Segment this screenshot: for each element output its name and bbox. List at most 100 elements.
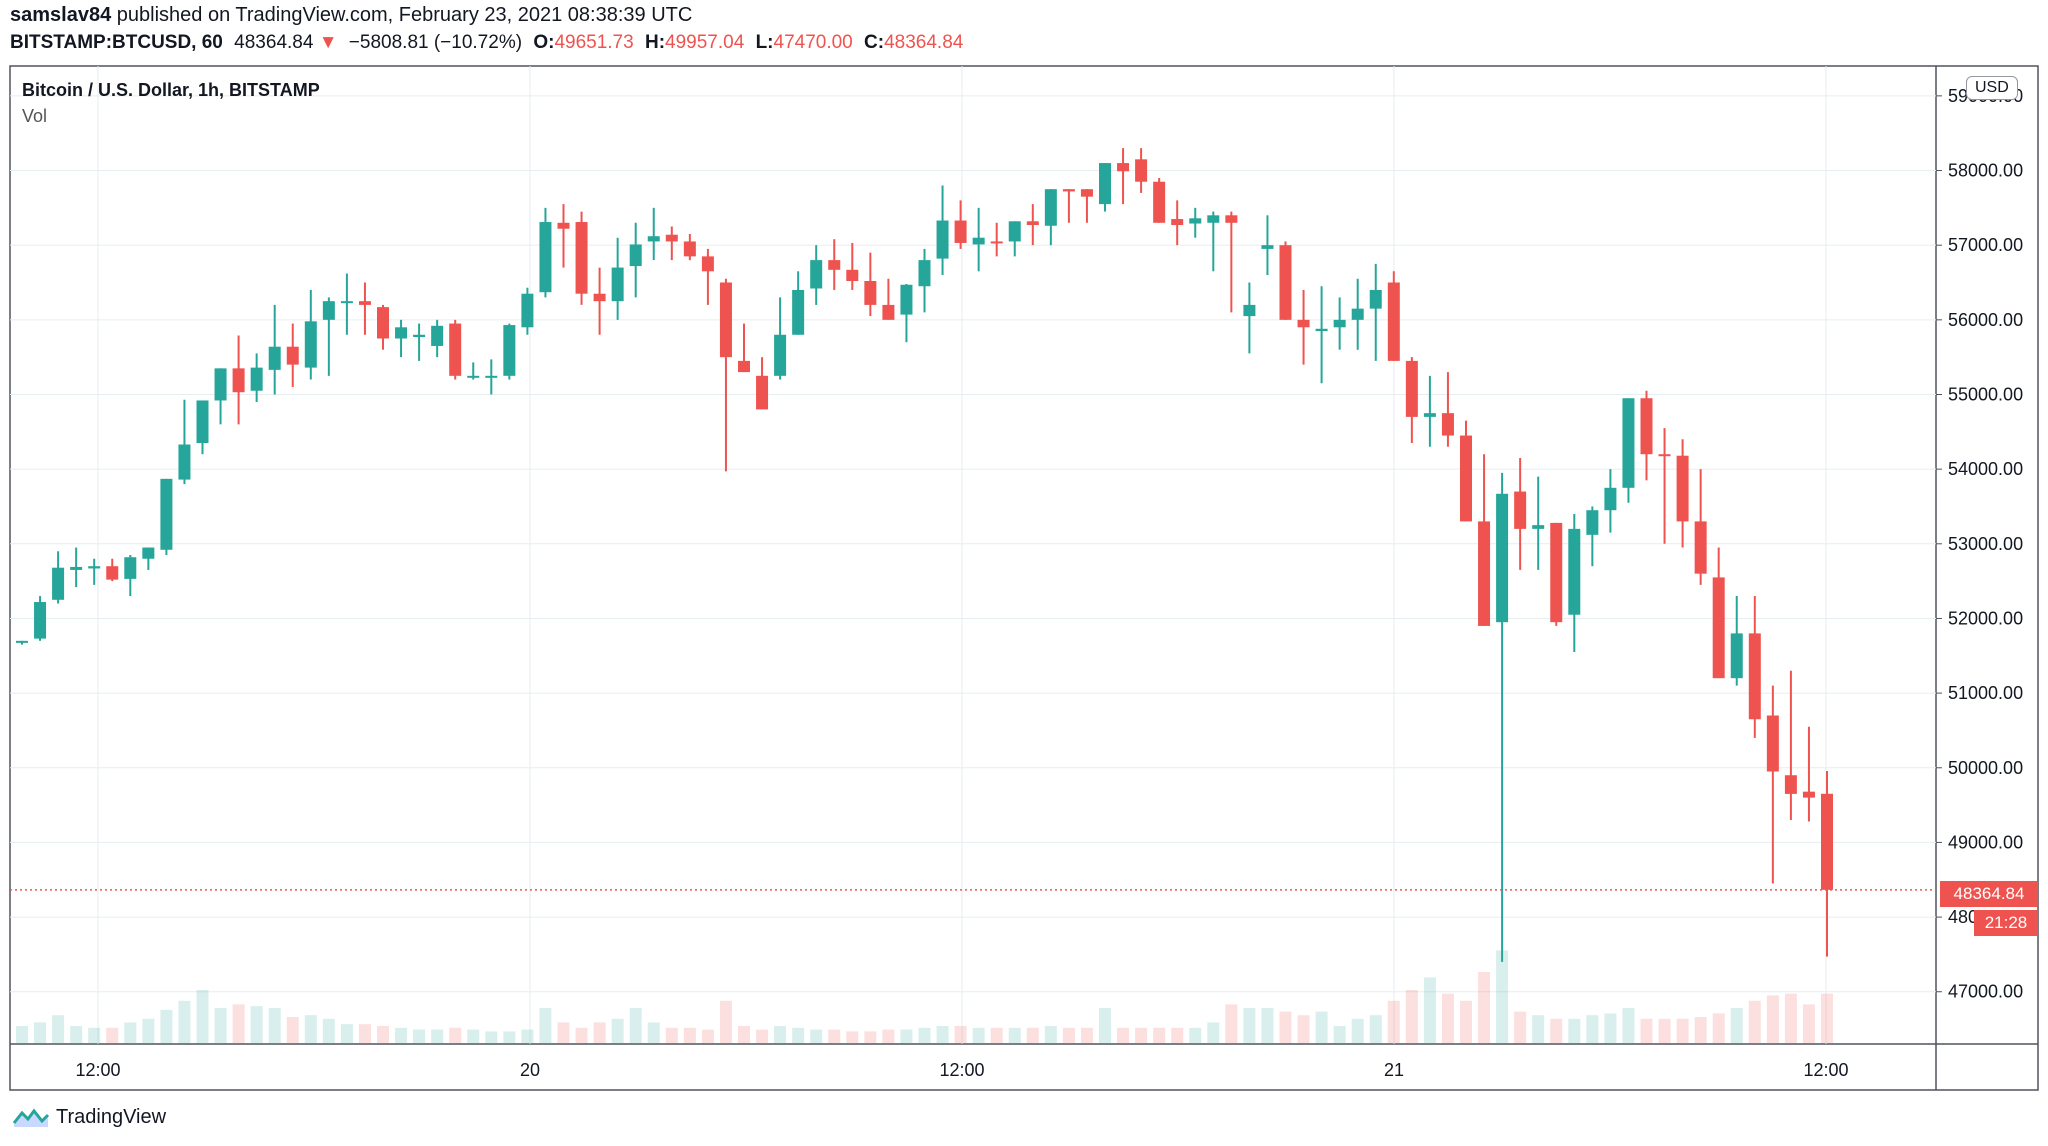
candle-body bbox=[972, 237, 985, 245]
candle-body bbox=[1423, 413, 1436, 417]
candle-body bbox=[557, 222, 570, 229]
volume-bar bbox=[539, 1008, 552, 1044]
candle-body bbox=[1532, 525, 1545, 529]
volume-bar bbox=[395, 1027, 408, 1044]
volume-bar bbox=[250, 1006, 263, 1044]
candle-body bbox=[864, 281, 877, 305]
candle-body bbox=[1568, 528, 1581, 615]
volume-legend: Vol bbox=[22, 106, 48, 126]
x-tick-label: 12:00 bbox=[939, 1060, 984, 1080]
y-tick-label: 50000.00 bbox=[1948, 758, 2023, 778]
candle-body bbox=[611, 267, 624, 302]
volume-bar bbox=[1243, 1008, 1256, 1044]
volume-bar bbox=[449, 1027, 462, 1044]
volume-bar bbox=[1062, 1027, 1075, 1044]
candle-body bbox=[954, 220, 967, 243]
volume-bar bbox=[1369, 1015, 1382, 1044]
volume-bar bbox=[268, 1008, 281, 1044]
volume-bar bbox=[142, 1018, 155, 1044]
candle-body bbox=[792, 289, 805, 335]
candle-body bbox=[1550, 522, 1563, 623]
volume-bar bbox=[16, 1026, 28, 1044]
candle-body bbox=[214, 368, 227, 401]
volume-bar bbox=[322, 1018, 335, 1044]
candle-body bbox=[16, 640, 28, 643]
candle-body bbox=[1784, 775, 1797, 794]
high-value: 49957.04 bbox=[665, 32, 745, 53]
volume-bar bbox=[286, 1017, 299, 1044]
candle-body bbox=[322, 301, 335, 320]
candle-body bbox=[1153, 181, 1166, 223]
candle-body bbox=[358, 301, 371, 305]
volume-bar bbox=[593, 1022, 606, 1044]
candle-body bbox=[286, 346, 299, 365]
author-name[interactable]: samslav84 bbox=[10, 4, 112, 26]
change-arrow-icon: ▼ bbox=[318, 32, 338, 53]
candle-body bbox=[485, 375, 498, 378]
candle-body bbox=[160, 478, 173, 550]
candle-body bbox=[88, 566, 101, 569]
volume-bar bbox=[1730, 1008, 1743, 1044]
candle-body bbox=[575, 222, 588, 294]
candle-body bbox=[250, 367, 263, 391]
volume-bar bbox=[900, 1029, 913, 1044]
volume-bar bbox=[1586, 1015, 1599, 1044]
volume-bar bbox=[1387, 1000, 1400, 1044]
volume-bar bbox=[70, 1026, 83, 1044]
low-label: L: bbox=[755, 32, 774, 53]
volume-bar bbox=[683, 1027, 696, 1044]
volume-bar bbox=[1297, 1015, 1310, 1044]
candle-body bbox=[683, 241, 696, 257]
volume-bar bbox=[719, 1000, 732, 1044]
candle-body bbox=[918, 260, 931, 287]
chart-legend-title: Bitcoin / U.S. Dollar, 1h, BITSTAMP bbox=[22, 80, 320, 100]
candle-body bbox=[1496, 493, 1509, 623]
volume-bar bbox=[954, 1026, 967, 1044]
candle-body bbox=[828, 260, 841, 270]
candle-body bbox=[1315, 328, 1328, 332]
currency-button[interactable]: USD bbox=[1966, 76, 2018, 100]
candle-body bbox=[719, 282, 732, 358]
candle-body bbox=[1080, 189, 1093, 197]
candle-body bbox=[1802, 791, 1815, 798]
candle-body bbox=[1044, 189, 1057, 226]
candle-body bbox=[304, 321, 317, 368]
volume-bar bbox=[467, 1029, 480, 1044]
candle-body bbox=[1297, 319, 1310, 328]
candle-body bbox=[521, 293, 534, 328]
volume-bar bbox=[864, 1031, 877, 1044]
volume-bar bbox=[1315, 1011, 1328, 1044]
volume-bar bbox=[810, 1029, 823, 1044]
candle-body bbox=[1478, 521, 1491, 626]
candle-body bbox=[1748, 633, 1761, 720]
y-tick-label: 47000.00 bbox=[1948, 982, 2023, 1002]
candle-body bbox=[1604, 487, 1617, 511]
high-label: H: bbox=[644, 32, 666, 53]
candle-body bbox=[882, 304, 895, 320]
volume-bar bbox=[178, 1000, 191, 1044]
volume-bar bbox=[1514, 1011, 1527, 1044]
candle-body bbox=[1658, 454, 1671, 457]
candle-body bbox=[1135, 159, 1148, 182]
publish-text: published on TradingView.com, February 2… bbox=[116, 4, 693, 26]
volume-bar bbox=[1008, 1027, 1021, 1044]
volume-bar bbox=[1766, 995, 1779, 1044]
volume-bar bbox=[1099, 1008, 1111, 1044]
candle-body bbox=[936, 220, 949, 259]
publish-info: samslav84 published on TradingView.com, … bbox=[10, 4, 692, 27]
candle-body bbox=[1821, 793, 1833, 890]
current-price-tag: 48364.84 bbox=[1940, 881, 2038, 907]
open-value: 49651.73 bbox=[554, 32, 634, 53]
candle-body bbox=[34, 602, 47, 639]
candle-body bbox=[52, 567, 65, 600]
footer-brand[interactable]: TradingView bbox=[12, 1106, 166, 1129]
volume-bar bbox=[972, 1027, 985, 1044]
candle-body bbox=[1171, 219, 1184, 226]
candle-body bbox=[467, 375, 480, 378]
y-tick-label: 51000.00 bbox=[1948, 683, 2023, 703]
x-tick-label: 12:00 bbox=[75, 1060, 120, 1080]
volume-bar bbox=[792, 1027, 805, 1044]
candle-body bbox=[1369, 289, 1382, 309]
candle-body bbox=[1225, 215, 1238, 223]
